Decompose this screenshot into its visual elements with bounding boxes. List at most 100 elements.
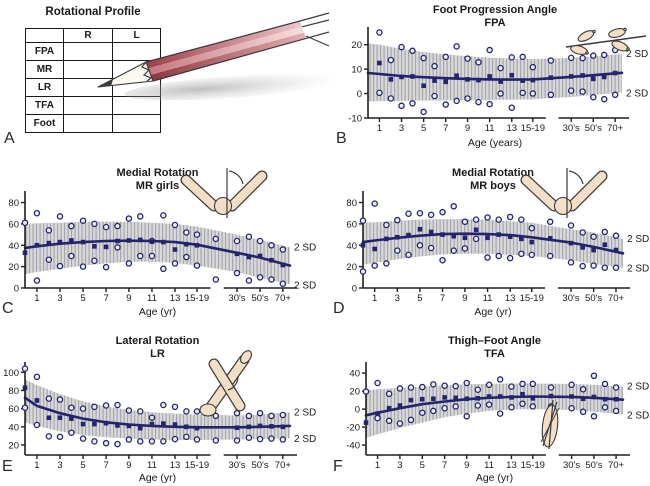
scatter-point [21,404,29,411]
scatter-point [148,438,156,445]
scatter-point [579,386,587,393]
lateral-rotation-icon [199,350,253,417]
scatter-point [528,224,535,232]
confidence-band [25,221,290,285]
scatter-point [160,438,167,445]
table-cell-empty[interactable] [63,60,113,79]
mean-point [569,394,574,399]
scatter-point [474,386,482,394]
table-cell-empty[interactable] [112,42,161,61]
scatter-point [495,216,502,223]
x-axis-label: Age (years) [468,137,522,149]
x-tick-label: 1 [372,293,377,304]
x-tick-label: 50's [585,460,602,471]
scatter-point [579,88,586,95]
mean-point [498,79,503,84]
scatter-point [518,250,525,258]
chart-title: MR girls [136,180,179,192]
scatter-point [79,217,87,224]
y-tick-label: 40 [8,422,19,433]
scatter-point [45,395,53,402]
mean-point [257,253,263,259]
scatter-point [79,435,87,442]
x-tick-label: 7 [440,293,445,304]
x-tick-label: 9 [126,460,131,471]
x-axis-label: Age (yr) [139,306,176,318]
pencil-body [145,12,330,82]
scatter-point [497,64,504,72]
scatter-point [68,252,75,260]
table-cell-empty[interactable] [112,114,161,133]
mean-point [194,242,200,248]
y-tick-label: 20 [351,40,362,51]
scatter-point [268,435,275,442]
x-tick-label: 5 [421,123,426,134]
scatter-point [547,91,555,99]
scatter-point [463,379,470,387]
mean-point [417,226,423,232]
panel-letter-e: E [2,458,13,475]
table-cell-empty[interactable] [63,42,113,61]
scatter-point [137,252,144,260]
table-cell-empty[interactable] [112,96,161,115]
scatter-point [374,414,381,422]
scatter-point [56,433,64,441]
scatter-point [590,52,597,59]
y-tick-label: 0 [14,284,19,295]
mean-point [464,396,470,402]
mean-point [431,396,436,402]
mean-point [509,395,514,400]
scatter-point [385,417,393,425]
x-tick-label: 5 [420,460,425,471]
y-tick-label: 0 [352,284,357,295]
scatter-point [452,382,459,390]
y-tick-label: -20 [346,423,360,434]
scatter-point [590,372,598,380]
scatter-point [463,413,470,420]
scatter-point [45,433,53,440]
scatter-point [441,382,448,389]
mean-point [580,396,586,402]
mean-point [475,396,481,401]
mean-point [234,425,240,431]
mean-point [57,415,63,421]
table-cell-empty[interactable] [112,60,161,79]
mean-point [465,77,470,82]
scatter-point [472,216,480,223]
scatter-point [546,218,554,226]
scatter-point [233,437,241,444]
scatter-point [612,384,620,391]
scatter-point [212,437,220,444]
scatter-point [21,219,29,227]
table-cell-empty[interactable] [63,78,113,97]
scatter-point [183,229,190,236]
table-cell-empty[interactable] [63,96,113,115]
x-tick-label: 11 [147,460,157,471]
x-tick-label: 30's [563,123,580,134]
scatter-point [245,412,253,420]
scatter-point [567,87,575,94]
table-cell-empty[interactable] [112,78,161,97]
mean-point [269,257,274,263]
scatter-point [442,101,449,108]
mean-point [375,411,380,416]
scatter-point [601,380,609,388]
scatter-point [568,381,575,389]
scatter-point [579,262,586,270]
panel-letter-a: A [4,130,15,147]
medial-rotation-icon [180,168,268,218]
scatter-point [68,429,75,436]
x-tick-label: 15-19 [521,123,545,134]
y-tick-label: 80 [8,386,19,397]
sd-label: 2 SD [626,89,648,100]
table-cell-empty[interactable] [63,114,113,133]
sd-label: 2 SD [627,411,649,422]
mean-point [46,240,52,246]
mean-point [547,236,553,241]
x-tick-label: 50's [585,293,602,304]
scatter-point [171,221,179,229]
x-tick-label: 7 [443,123,448,134]
